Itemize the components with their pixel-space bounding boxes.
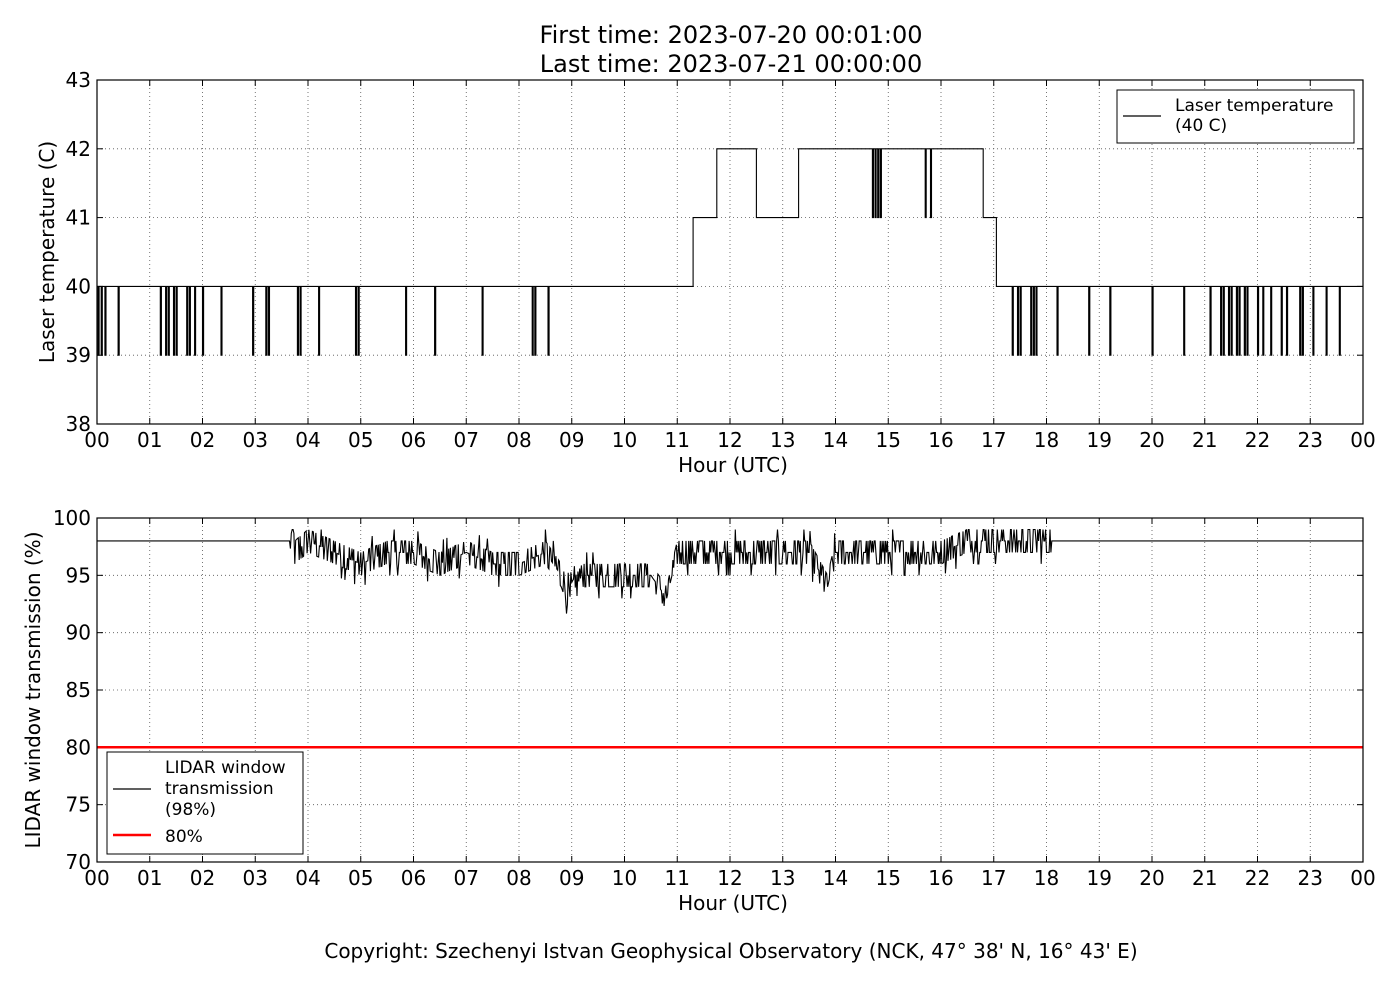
x-tick-label: 01 bbox=[137, 866, 162, 890]
x-tick-label: 01 bbox=[137, 428, 162, 452]
x-tick-label: 21 bbox=[1192, 428, 1217, 452]
series-line bbox=[97, 528, 1363, 614]
x-tick-label: 06 bbox=[401, 866, 426, 890]
x-tick-label: 08 bbox=[506, 866, 531, 890]
y-tick-label: 90 bbox=[66, 621, 91, 645]
y-tick-label: 75 bbox=[66, 793, 91, 817]
legend-label: Laser temperature bbox=[1175, 96, 1333, 116]
x-tick-label: 05 bbox=[348, 866, 373, 890]
x-tick-label: 02 bbox=[190, 428, 215, 452]
figure-title-line-1: First time: 2023-07-20 00:01:00 bbox=[540, 21, 923, 49]
x-tick-label: 19 bbox=[1087, 866, 1112, 890]
x-axis-label: Hour (UTC) bbox=[678, 453, 788, 477]
x-tick-label: 13 bbox=[770, 428, 795, 452]
legend-label: 80% bbox=[165, 827, 203, 847]
x-tick-label: 09 bbox=[559, 428, 584, 452]
plot-frame bbox=[96, 79, 1364, 425]
x-tick-label: 11 bbox=[665, 866, 690, 890]
x-tick-label: 14 bbox=[823, 428, 848, 452]
y-tick-label: 85 bbox=[66, 678, 91, 702]
y-tick-label: 95 bbox=[66, 563, 91, 587]
y-tick-label: 43 bbox=[66, 68, 91, 92]
y-axis-label: Laser temperature (C) bbox=[35, 141, 59, 363]
x-tick-label: 21 bbox=[1192, 866, 1217, 890]
y-tick-label: 40 bbox=[66, 274, 91, 298]
legend-label: (98%) bbox=[165, 800, 216, 820]
x-tick-label: 15 bbox=[876, 866, 901, 890]
x-tick-label: 00 bbox=[84, 428, 109, 452]
x-tick-label: 13 bbox=[770, 866, 795, 890]
plot-frame bbox=[96, 517, 1364, 863]
x-tick-label: 07 bbox=[454, 428, 479, 452]
x-tick-label: 10 bbox=[612, 428, 637, 452]
x-tick-label: 00 bbox=[84, 866, 109, 890]
x-tick-label: 07 bbox=[454, 866, 479, 890]
y-tick-label: 39 bbox=[66, 343, 91, 367]
x-tick-label: 23 bbox=[1298, 428, 1323, 452]
x-tick-label: 15 bbox=[876, 428, 901, 452]
laser-temperature-chart: 00 01 02 03 04 05 06 07 08 09 10 11 12 13 14 15 16 17 18 19… bbox=[35, 68, 1376, 477]
x-tick-label: 20 bbox=[1139, 428, 1164, 452]
y-tick-label: 100 bbox=[53, 506, 91, 530]
x-tick-label: 12 bbox=[717, 428, 742, 452]
x-tick-label: 06 bbox=[401, 428, 426, 452]
x-tick-label: 19 bbox=[1087, 428, 1112, 452]
figure-title-line-2: Last time: 2023-07-21 00:00:00 bbox=[540, 50, 922, 78]
x-tick-label: 03 bbox=[243, 428, 268, 452]
x-tick-label: 00 bbox=[1350, 428, 1375, 452]
x-tick-label: 12 bbox=[717, 866, 742, 890]
lidar-transmission-chart: 00 01 02 03 04 05 06 07 08 09 10 11 12 13 14 15 16 17 18 19… bbox=[21, 506, 1376, 915]
y-tick-label: 41 bbox=[66, 206, 91, 230]
x-tick-label: 04 bbox=[295, 428, 320, 452]
x-tick-label: 14 bbox=[823, 866, 848, 890]
x-tick-label: 23 bbox=[1298, 866, 1323, 890]
y-tick-label: 70 bbox=[66, 850, 91, 874]
series-line bbox=[97, 148, 1363, 356]
x-tick-label: 17 bbox=[981, 866, 1006, 890]
x-axis-label: Hour (UTC) bbox=[678, 891, 788, 915]
legend-label: transmission bbox=[165, 779, 274, 799]
x-tick-label: 11 bbox=[665, 428, 690, 452]
legend-label: LIDAR window bbox=[165, 758, 286, 778]
x-tick-label: 17 bbox=[981, 428, 1006, 452]
x-tick-label: 05 bbox=[348, 428, 373, 452]
copyright-text: Copyright: Szechenyi Istvan Geophysical … bbox=[324, 939, 1137, 963]
y-axis-label: LIDAR window transmission (%) bbox=[21, 532, 45, 849]
x-tick-label: 09 bbox=[559, 866, 584, 890]
y-tick-label: 42 bbox=[66, 137, 91, 161]
legend-label: (40 C) bbox=[1175, 116, 1227, 136]
x-tick-label: 02 bbox=[190, 866, 215, 890]
x-tick-label: 18 bbox=[1034, 866, 1059, 890]
x-tick-label: 10 bbox=[612, 866, 637, 890]
x-tick-label: 16 bbox=[928, 866, 953, 890]
x-tick-label: 16 bbox=[928, 428, 953, 452]
x-tick-label: 22 bbox=[1245, 866, 1270, 890]
legend-box bbox=[106, 751, 304, 855]
x-tick-label: 20 bbox=[1139, 866, 1164, 890]
x-tick-label: 08 bbox=[506, 428, 531, 452]
x-tick-label: 04 bbox=[295, 866, 320, 890]
x-tick-label: 18 bbox=[1034, 428, 1059, 452]
y-tick-label: 38 bbox=[66, 412, 91, 436]
y-tick-label: 80 bbox=[66, 735, 91, 759]
x-tick-label: 00 bbox=[1350, 866, 1375, 890]
x-tick-label: 03 bbox=[243, 866, 268, 890]
x-tick-label: 22 bbox=[1245, 428, 1270, 452]
